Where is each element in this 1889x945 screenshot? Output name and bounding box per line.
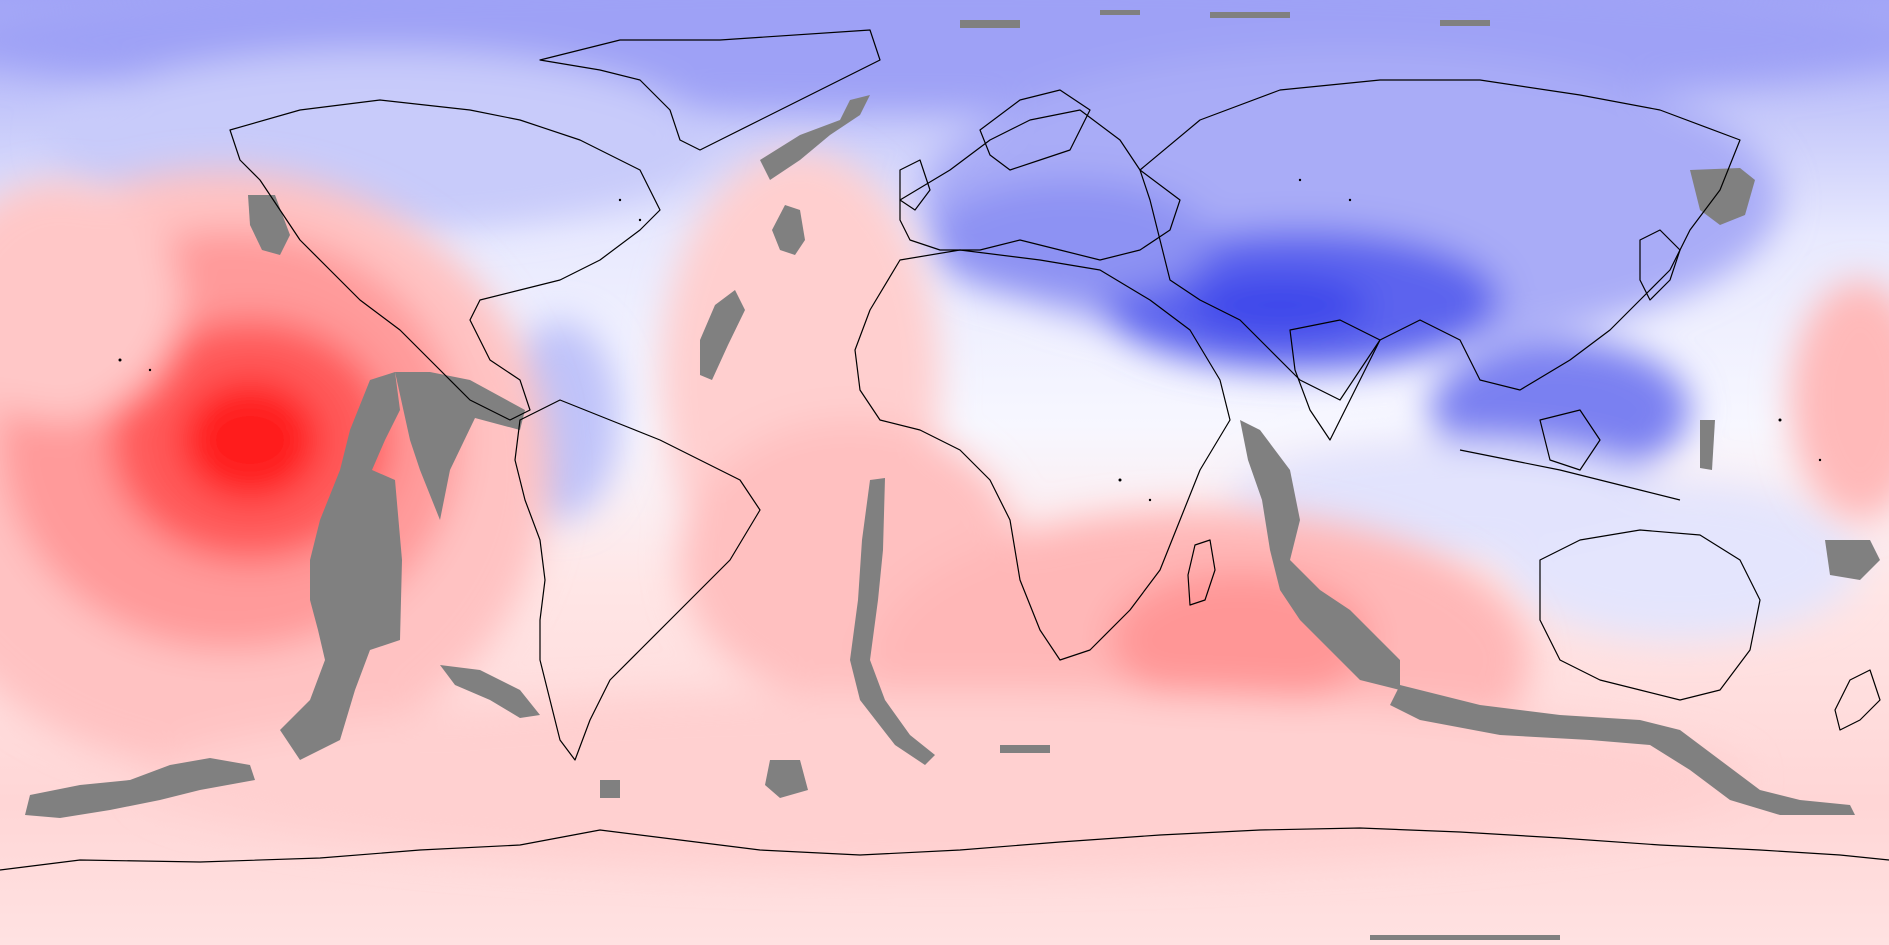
bottom-edge-mask — [1370, 935, 1560, 940]
north-pacific-warm — [0, 180, 180, 420]
island-dot — [1118, 478, 1122, 482]
mid-atlantic-north-mask — [772, 205, 805, 255]
sw-indian-ridge-mask — [1240, 420, 1400, 690]
coastline-africa — [854, 249, 1231, 661]
pacific-small-mask — [600, 780, 620, 798]
island-dot — [1148, 498, 1152, 502]
pacific-warm-core — [180, 380, 320, 500]
southeast-indian-ridge-mask — [1390, 685, 1855, 815]
coastline-australia — [1539, 529, 1761, 701]
cold-anomalies — [0, 0, 1889, 640]
island-dot — [638, 218, 642, 222]
coastline-greenland — [539, 29, 881, 151]
east-pacific-rise-mask — [280, 372, 402, 760]
kamchatka-mask — [1690, 168, 1755, 225]
arctic-mask-1 — [960, 20, 1020, 28]
arctic-mask-2 — [1210, 12, 1290, 18]
island-dot — [618, 198, 622, 202]
australia-west-mask — [1700, 420, 1715, 470]
chile-rise-mask — [440, 665, 540, 718]
southern-ocean-warm — [145, 690, 1745, 870]
arctic-mask-4 — [1100, 10, 1140, 15]
coastline-indonesia — [1459, 449, 1681, 501]
coastline-antarctica — [0, 827, 1889, 871]
coastline-scandinavia — [979, 89, 1091, 171]
nz-north-mask — [1825, 540, 1880, 580]
coastline-asia — [1139, 79, 1741, 401]
coastline-new-zealand — [1834, 669, 1881, 731]
tibet-cold-center — [1190, 275, 1370, 335]
masked-regions — [25, 10, 1880, 940]
coastline-british-isles — [899, 159, 931, 211]
coastline-india — [1289, 319, 1381, 441]
mid-atlantic-mid-mask — [700, 290, 745, 380]
galapagos-mask — [395, 372, 525, 520]
island-dot — [1298, 178, 1302, 182]
coastlines — [0, 29, 1889, 871]
south-atlantic-patch-mask — [765, 760, 808, 798]
mediterranean-cold — [930, 180, 1210, 300]
island-dot — [148, 368, 152, 372]
coastline-japan — [1639, 229, 1681, 301]
coastline-europe — [899, 109, 1181, 261]
atlantic-small-mask — [1000, 745, 1050, 753]
island-dot — [1348, 198, 1352, 202]
island-dot — [1818, 458, 1822, 462]
pacific-antarctic-mask — [25, 758, 255, 818]
greenland-sea-mask — [760, 95, 870, 180]
arctic-mask-3 — [1440, 20, 1490, 26]
island-dot — [118, 358, 122, 362]
islands — [118, 178, 1822, 502]
west-pacific-warm — [1790, 280, 1889, 520]
coastline-north-america — [229, 99, 661, 421]
coastline-borneo — [1539, 409, 1601, 471]
coastline-madagascar — [1187, 539, 1216, 606]
coastline-south-america — [514, 399, 761, 761]
mid-atlantic-south-mask — [850, 478, 935, 765]
island-dot — [1778, 418, 1782, 422]
